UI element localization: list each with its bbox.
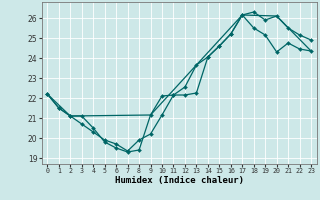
X-axis label: Humidex (Indice chaleur): Humidex (Indice chaleur) — [115, 176, 244, 185]
